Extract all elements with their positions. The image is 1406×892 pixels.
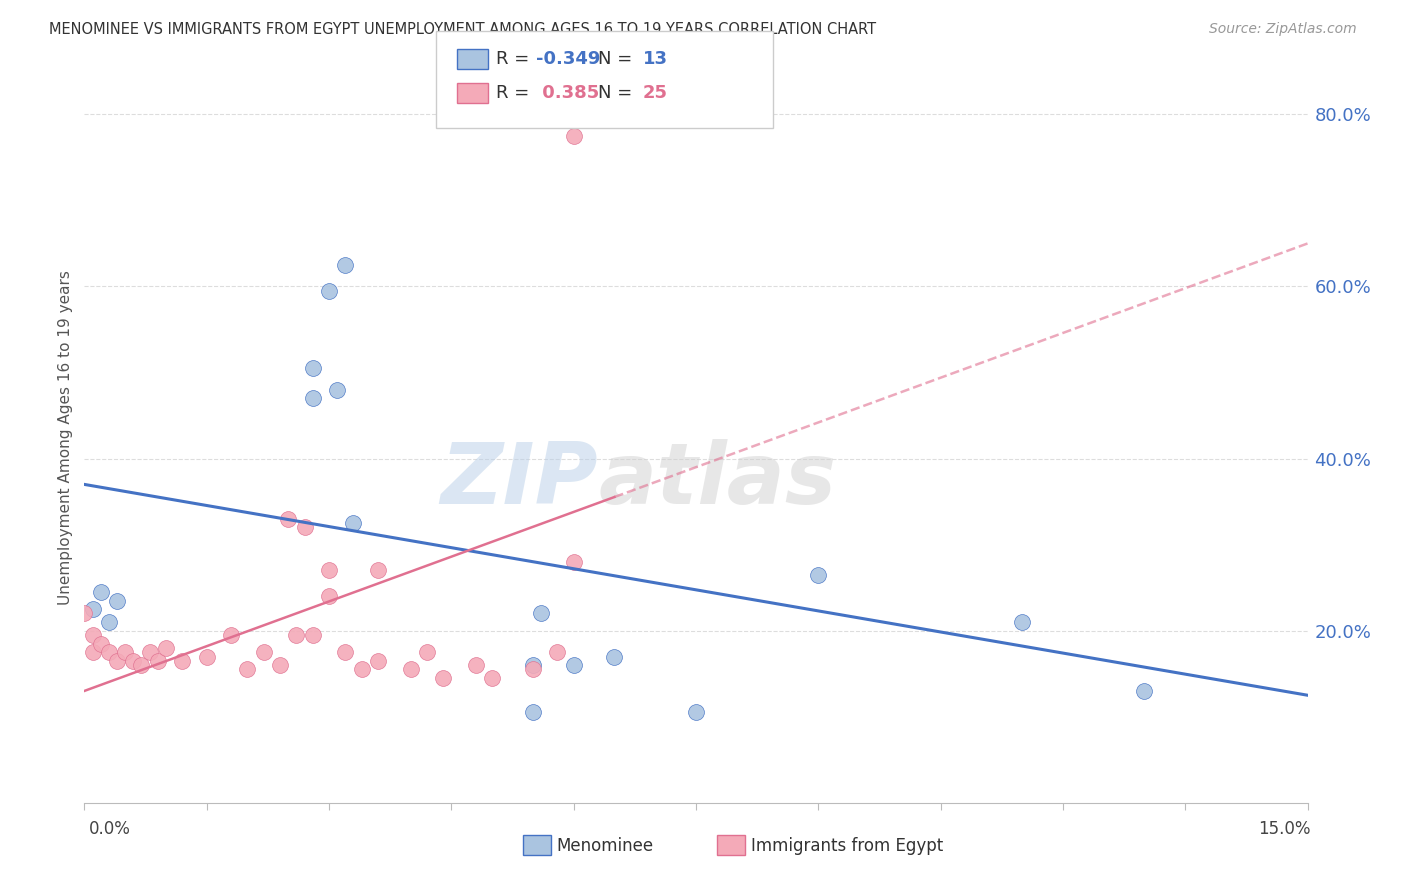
Point — [342, 516, 364, 530]
Text: R =: R = — [496, 50, 536, 68]
Point — [269, 658, 291, 673]
Text: Menominee: Menominee — [557, 837, 654, 855]
Point — [416, 645, 439, 659]
Point — [562, 555, 585, 569]
Point — [114, 645, 136, 659]
Point — [318, 284, 340, 298]
Point — [350, 662, 373, 676]
Point — [105, 654, 128, 668]
Point — [562, 128, 585, 143]
Point — [82, 628, 104, 642]
Point — [367, 564, 389, 578]
Point — [522, 662, 544, 676]
Text: 0.385: 0.385 — [536, 84, 599, 102]
Point — [603, 649, 626, 664]
Point — [172, 654, 194, 668]
Point — [195, 649, 218, 664]
Point — [90, 585, 112, 599]
Point — [138, 645, 160, 659]
Point — [131, 658, 153, 673]
Text: ZIP: ZIP — [440, 440, 598, 523]
Point — [301, 628, 323, 642]
Point — [301, 392, 323, 406]
Point — [155, 640, 177, 655]
Point — [97, 615, 120, 629]
Point — [105, 593, 128, 607]
Point — [318, 564, 340, 578]
Point — [335, 645, 357, 659]
Point — [318, 589, 340, 603]
Point — [1133, 684, 1156, 698]
Point — [82, 645, 104, 659]
Point — [335, 258, 357, 272]
Point — [236, 662, 259, 676]
Text: atlas: atlas — [598, 440, 837, 523]
Text: MENOMINEE VS IMMIGRANTS FROM EGYPT UNEMPLOYMENT AMONG AGES 16 TO 19 YEARS CORREL: MENOMINEE VS IMMIGRANTS FROM EGYPT UNEMP… — [49, 22, 876, 37]
Text: 13: 13 — [643, 50, 668, 68]
Point — [253, 645, 276, 659]
Point — [522, 706, 544, 720]
Text: 0.0%: 0.0% — [89, 820, 131, 838]
Point — [807, 567, 830, 582]
Point — [464, 658, 486, 673]
Point — [82, 602, 104, 616]
Text: 25: 25 — [643, 84, 668, 102]
Point — [285, 628, 308, 642]
Point — [1011, 615, 1033, 629]
Text: -0.349: -0.349 — [536, 50, 600, 68]
Point — [122, 654, 145, 668]
Point — [546, 645, 568, 659]
Text: Source: ZipAtlas.com: Source: ZipAtlas.com — [1209, 22, 1357, 37]
Point — [481, 671, 503, 685]
Point — [432, 671, 454, 685]
Point — [562, 658, 585, 673]
Point — [294, 520, 316, 534]
Point — [301, 361, 323, 376]
Point — [97, 645, 120, 659]
Point — [146, 654, 169, 668]
Point — [73, 607, 96, 621]
Point — [522, 658, 544, 673]
Point — [90, 637, 112, 651]
Point — [367, 654, 389, 668]
Text: N =: N = — [598, 84, 637, 102]
Point — [685, 706, 707, 720]
Text: 15.0%: 15.0% — [1258, 820, 1310, 838]
Point — [277, 512, 299, 526]
Point — [326, 383, 349, 397]
Text: N =: N = — [598, 50, 637, 68]
Point — [530, 607, 553, 621]
Text: Immigrants from Egypt: Immigrants from Egypt — [751, 837, 943, 855]
Point — [399, 662, 422, 676]
Y-axis label: Unemployment Among Ages 16 to 19 years: Unemployment Among Ages 16 to 19 years — [58, 269, 73, 605]
Point — [219, 628, 242, 642]
Text: R =: R = — [496, 84, 536, 102]
